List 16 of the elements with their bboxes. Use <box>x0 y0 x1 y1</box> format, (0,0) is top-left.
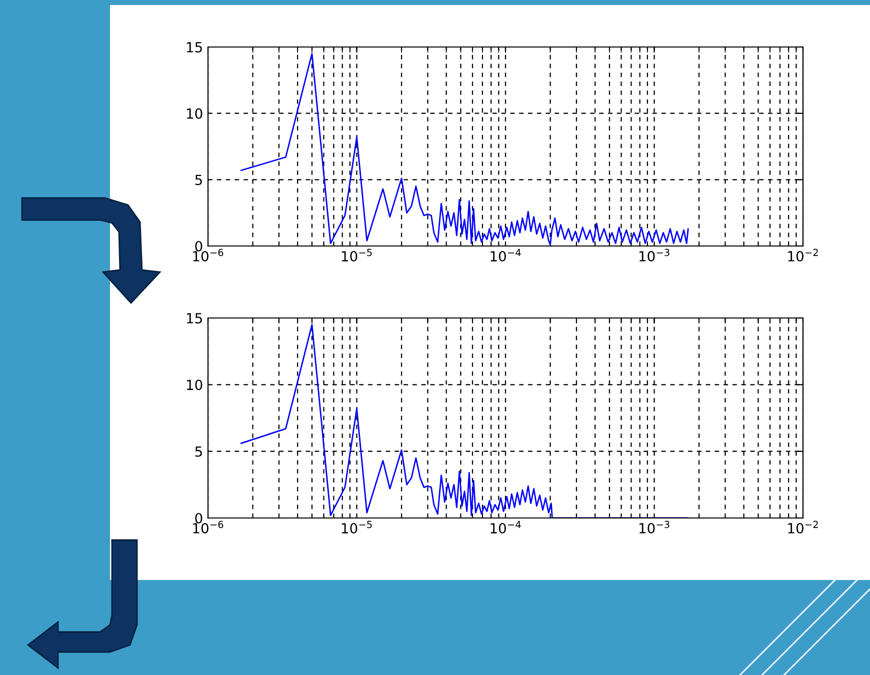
x-tick-label: 10$^{−4}$ <box>490 248 521 262</box>
x-tick-label: 10$^{−5}$ <box>342 520 372 534</box>
y-tick-label: 15 <box>186 313 202 324</box>
y-tick-label: 15 <box>186 42 202 52</box>
y-tick-label: 5 <box>195 446 202 457</box>
y-tick-label: 10 <box>186 108 202 119</box>
x-tick-label: 10$^{−5}$ <box>342 248 372 262</box>
y-tick-label: 10 <box>186 380 202 390</box>
y-tick-label: 5 <box>195 174 202 186</box>
y-tick-label: 0 <box>195 240 202 252</box>
x-tick-label: 10$^{−3}$ <box>639 520 670 534</box>
x-tick-label: 10$^{−2}$ <box>788 520 818 534</box>
x-tick-label: 10$^{−3}$ <box>639 248 670 262</box>
y-tick-label: 0 <box>195 512 202 524</box>
x-tick-label: 10$^{−4}$ <box>490 520 521 534</box>
x-tick-label: 10$^{−2}$ <box>788 248 818 262</box>
